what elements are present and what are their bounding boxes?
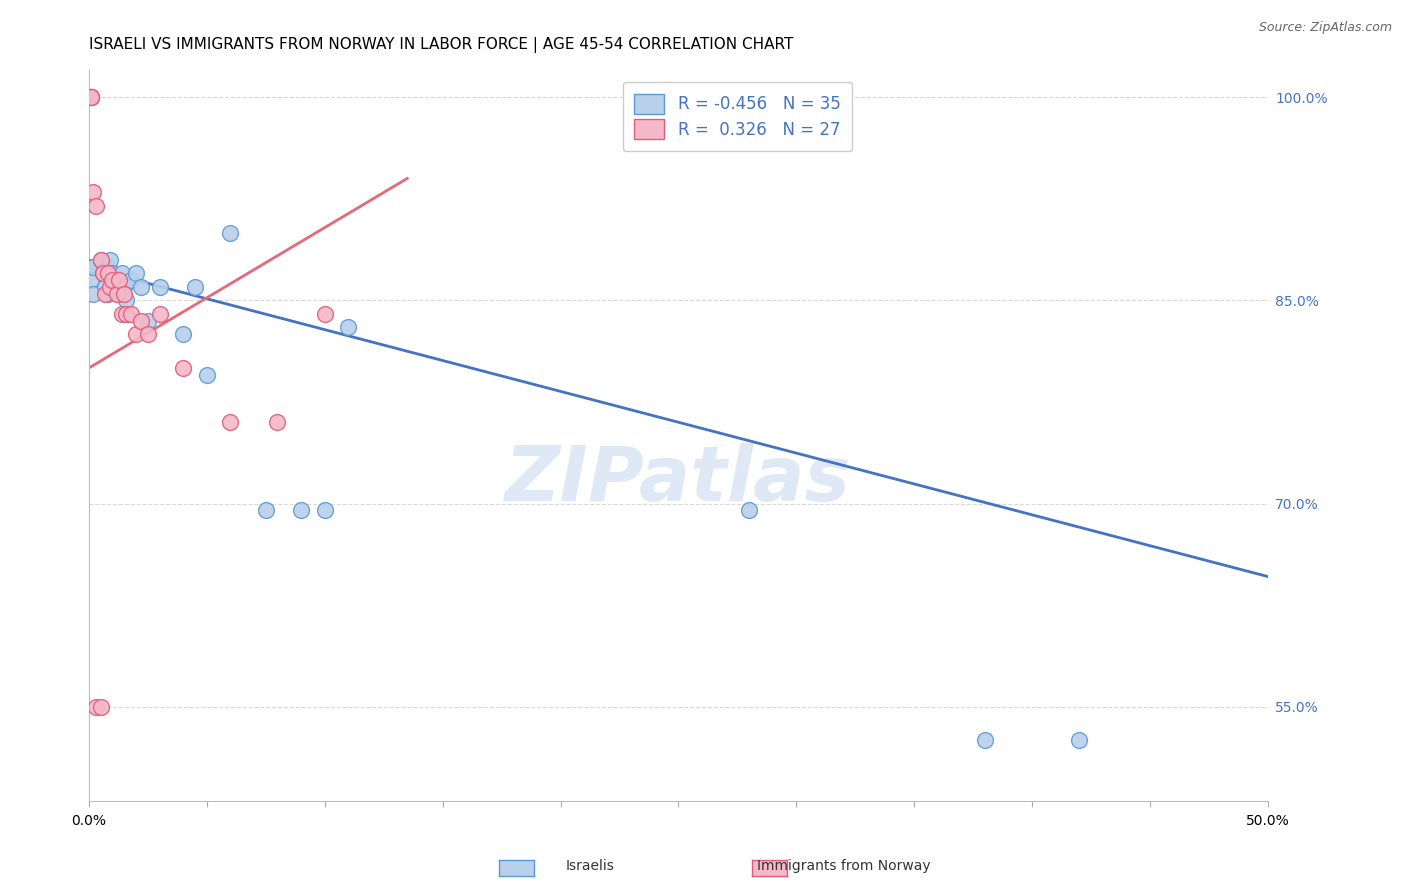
Point [98,252,121,267]
Text: Immigrants from Norway: Immigrants from Norway [756,859,931,872]
Point [1069,733,1091,747]
Point [314,503,336,517]
Point [90,252,112,267]
Point [108,273,131,287]
Point [105,286,128,301]
Point [80,90,103,104]
Point [266,415,288,429]
Point [120,307,142,321]
Point [136,313,159,327]
Point [80,90,103,104]
Point [111,266,134,280]
Point [337,320,360,334]
Point [94,280,117,294]
Point [219,226,242,240]
Point [101,266,124,280]
Point [91,266,114,280]
Point [115,307,138,321]
Point [738,503,761,517]
Point [97,266,120,280]
Point [84,699,107,714]
Text: Source: ZipAtlas.com: Source: ZipAtlas.com [1258,21,1392,34]
Point [112,286,135,301]
Point [97,286,120,301]
Point [101,273,124,287]
Point [80,260,103,274]
Point [219,415,242,429]
Point [91,266,114,280]
Point [254,503,277,517]
Text: ISRAELI VS IMMIGRANTS FROM NORWAY IN LABOR FORCE | AGE 45-54 CORRELATION CHART: ISRAELI VS IMMIGRANTS FROM NORWAY IN LAB… [89,37,793,54]
Point [290,503,312,517]
Point [98,280,121,294]
Point [184,280,207,294]
Point [80,90,103,104]
Point [108,286,131,301]
Point [148,280,170,294]
Point [80,90,103,104]
Point [129,280,152,294]
Point [172,327,194,342]
Point [80,273,103,287]
Point [112,280,135,294]
Point [94,286,117,301]
Point [115,293,138,308]
Legend: R = -0.456   N = 35, R =  0.326   N = 27: R = -0.456 N = 35, R = 0.326 N = 27 [623,82,852,151]
Point [82,185,104,199]
Point [148,307,170,321]
Point [120,273,142,287]
Point [82,260,104,274]
Point [111,307,134,321]
Point [314,307,336,321]
Point [97,260,120,274]
Point [172,361,194,376]
Point [104,280,127,294]
Point [125,327,148,342]
Point [125,266,148,280]
Point [136,327,159,342]
Point [195,368,218,382]
Point [82,286,104,301]
Point [105,273,128,287]
Point [84,198,107,212]
Point [90,252,112,267]
Text: ZIPatlas: ZIPatlas [505,442,852,516]
Point [974,733,997,747]
Point [129,313,152,327]
Point [90,699,112,714]
Text: Israelis: Israelis [567,859,614,872]
